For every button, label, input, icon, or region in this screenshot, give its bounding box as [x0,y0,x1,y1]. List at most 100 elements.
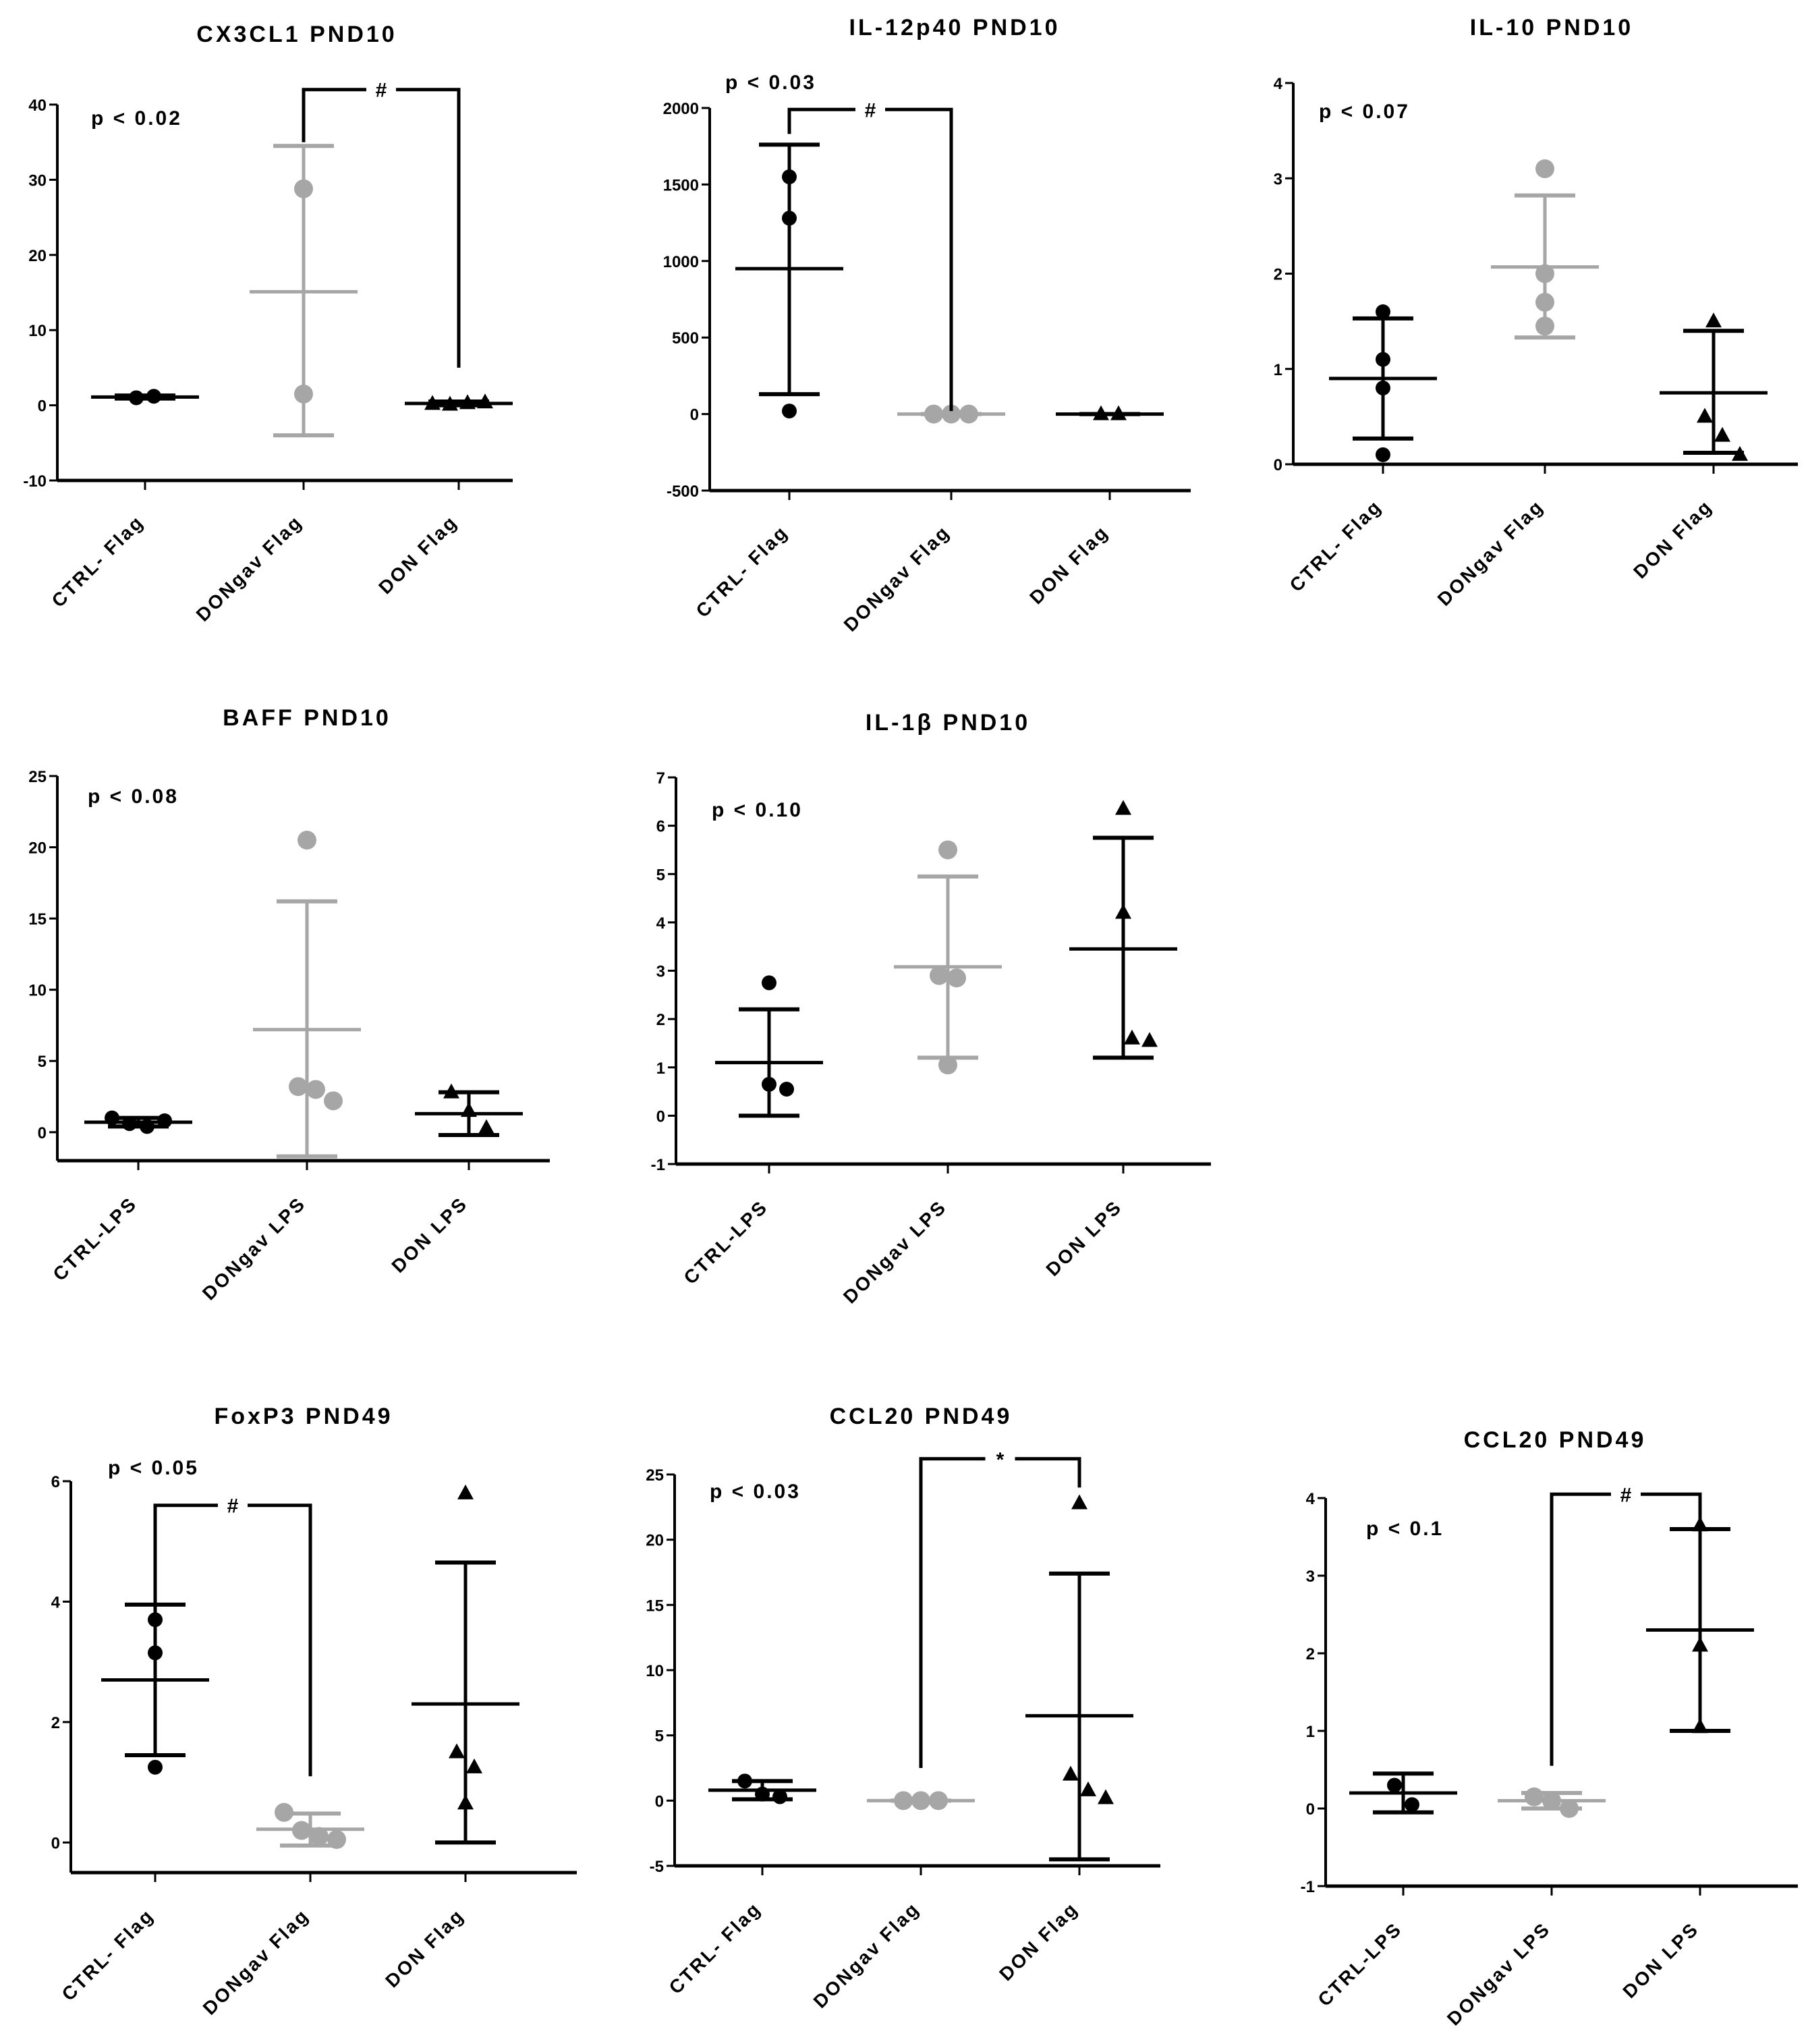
y-tick-label: 2000 [663,100,699,118]
data-point [461,1102,477,1117]
data-point [1141,1032,1158,1047]
series-2 [256,1802,364,1849]
y-tick-label: -10 [23,472,47,491]
x-tick-label: DON Flag [374,511,461,598]
data-point [466,1758,482,1773]
y-tick-label: 0 [38,397,47,416]
data-point [1098,1789,1114,1804]
bracket-line [153,1503,312,1777]
data-point [924,404,943,424]
chart-title: FoxP3 PND49 [214,1404,393,1429]
series-2 [250,144,358,438]
data-point [122,1116,137,1132]
significance-label: # [865,99,876,121]
bracket-line [302,88,461,368]
y-tick-label: 0 [38,1124,47,1142]
x-tick-label: DONgav Flag [1434,495,1548,610]
y-tick-label: 3 [656,963,665,981]
series-1 [1349,1771,1457,1815]
significance-label: # [1620,1484,1632,1506]
data-point [1115,904,1131,919]
y-tick-label: 3 [1306,1568,1315,1586]
series-1 [708,1773,816,1804]
p-value-label: p < 0.10 [712,799,803,821]
series-2 [897,404,1005,424]
x-tick-label: DONgav LPS [198,1192,310,1304]
y-tick-label: 10 [646,1662,664,1680]
data-point [1692,1718,1708,1734]
data-point [1542,1791,1561,1811]
x-tick-label: DON Flag [1025,521,1112,608]
data-point [782,211,797,226]
data-point [1124,1029,1140,1045]
p-value-label: p < 0.03 [725,72,816,94]
x-tick-label: CTRL-LPS [49,1192,141,1285]
x-tick-label: DON LPS [1042,1196,1126,1280]
data-point [959,404,978,424]
p-value-label: p < 0.03 [710,1481,801,1503]
data-point [947,968,966,988]
bracket-gap [985,1452,1015,1466]
data-point [1535,264,1554,283]
data-point [1560,1799,1579,1818]
data-point [779,1081,794,1097]
chart-panel-1: CX3CL1 PND10 p < 0.02 -10 0 10 20 30 40 CTRL- Fl… [23,22,513,626]
data-point [1093,405,1109,420]
series-3 [1646,1516,1754,1734]
data-point [310,1827,329,1846]
x-tick-label: DONgav Flag [192,511,307,626]
y-tick-label: 4 [656,914,666,933]
y-tick-label: 0 [51,1834,60,1852]
bracket-line [919,1457,1081,1768]
data-point [324,1091,343,1111]
data-point [1525,1787,1544,1806]
data-point [1692,1636,1708,1652]
series-3 [412,1484,519,1845]
x-tick-label: CTRL-LPS [1313,1918,1406,2010]
y-tick-label: 0 [656,1107,665,1126]
y-tick-label: 0 [690,406,699,424]
chart-title: BAFF PND10 [223,705,391,731]
y-tick-label: 4 [1274,75,1283,93]
data-point [1376,447,1390,462]
y-tick-label: 1 [1274,361,1282,379]
y-tick-label: -5 [650,1858,664,1876]
data-point [294,179,313,198]
y-tick-label: 2 [51,1714,60,1732]
y-tick-label: 500 [672,329,699,348]
series-2 [867,1791,975,1811]
significance-label: # [227,1495,239,1518]
y-tick-label: -1 [651,1156,665,1174]
x-tick-label: DON Flag [1629,495,1716,582]
data-point [1697,408,1713,423]
chart-panel-2: IL-12p40 PND10 p < 0.03 -500 0 500 1000 1500 20… [663,15,1191,636]
chart-panel-7: CCL20 PND49 p < 0.03 -5 0 5 10 15 20 25 CTRL- Fla… [646,1404,1160,2012]
x-tick-label: DONgav Flag [810,1898,924,2012]
y-tick-label: 0 [655,1792,664,1811]
p-value-label: p < 0.05 [108,1457,199,1479]
y-tick-label: 2 [1274,266,1282,284]
data-point [1535,316,1554,336]
y-tick-label: 5 [655,1728,664,1746]
series-3 [1660,312,1768,461]
y-tick-label: 6 [656,818,665,836]
data-point [1376,352,1390,367]
chart-title: CCL20 PND49 [830,1404,1013,1429]
data-point [157,1113,172,1128]
y-tick-label: 5 [656,866,665,884]
y-tick-label: 15 [28,910,47,929]
data-point [443,1083,459,1099]
data-point [782,169,797,185]
y-tick-label: 5 [38,1053,47,1071]
x-tick-label: CTRL- Flag [692,521,793,622]
y-tick-label: 25 [28,768,47,786]
y-tick-label: 4 [1306,1490,1316,1508]
data-point [146,389,161,404]
y-tick-label: 1 [1306,1723,1315,1741]
series-3 [415,1083,523,1137]
y-tick-label: 25 [646,1466,664,1485]
data-point [911,1791,930,1811]
x-tick-label: DONgav LPS [1443,1918,1554,2029]
p-value-label: p < 0.02 [91,107,182,130]
